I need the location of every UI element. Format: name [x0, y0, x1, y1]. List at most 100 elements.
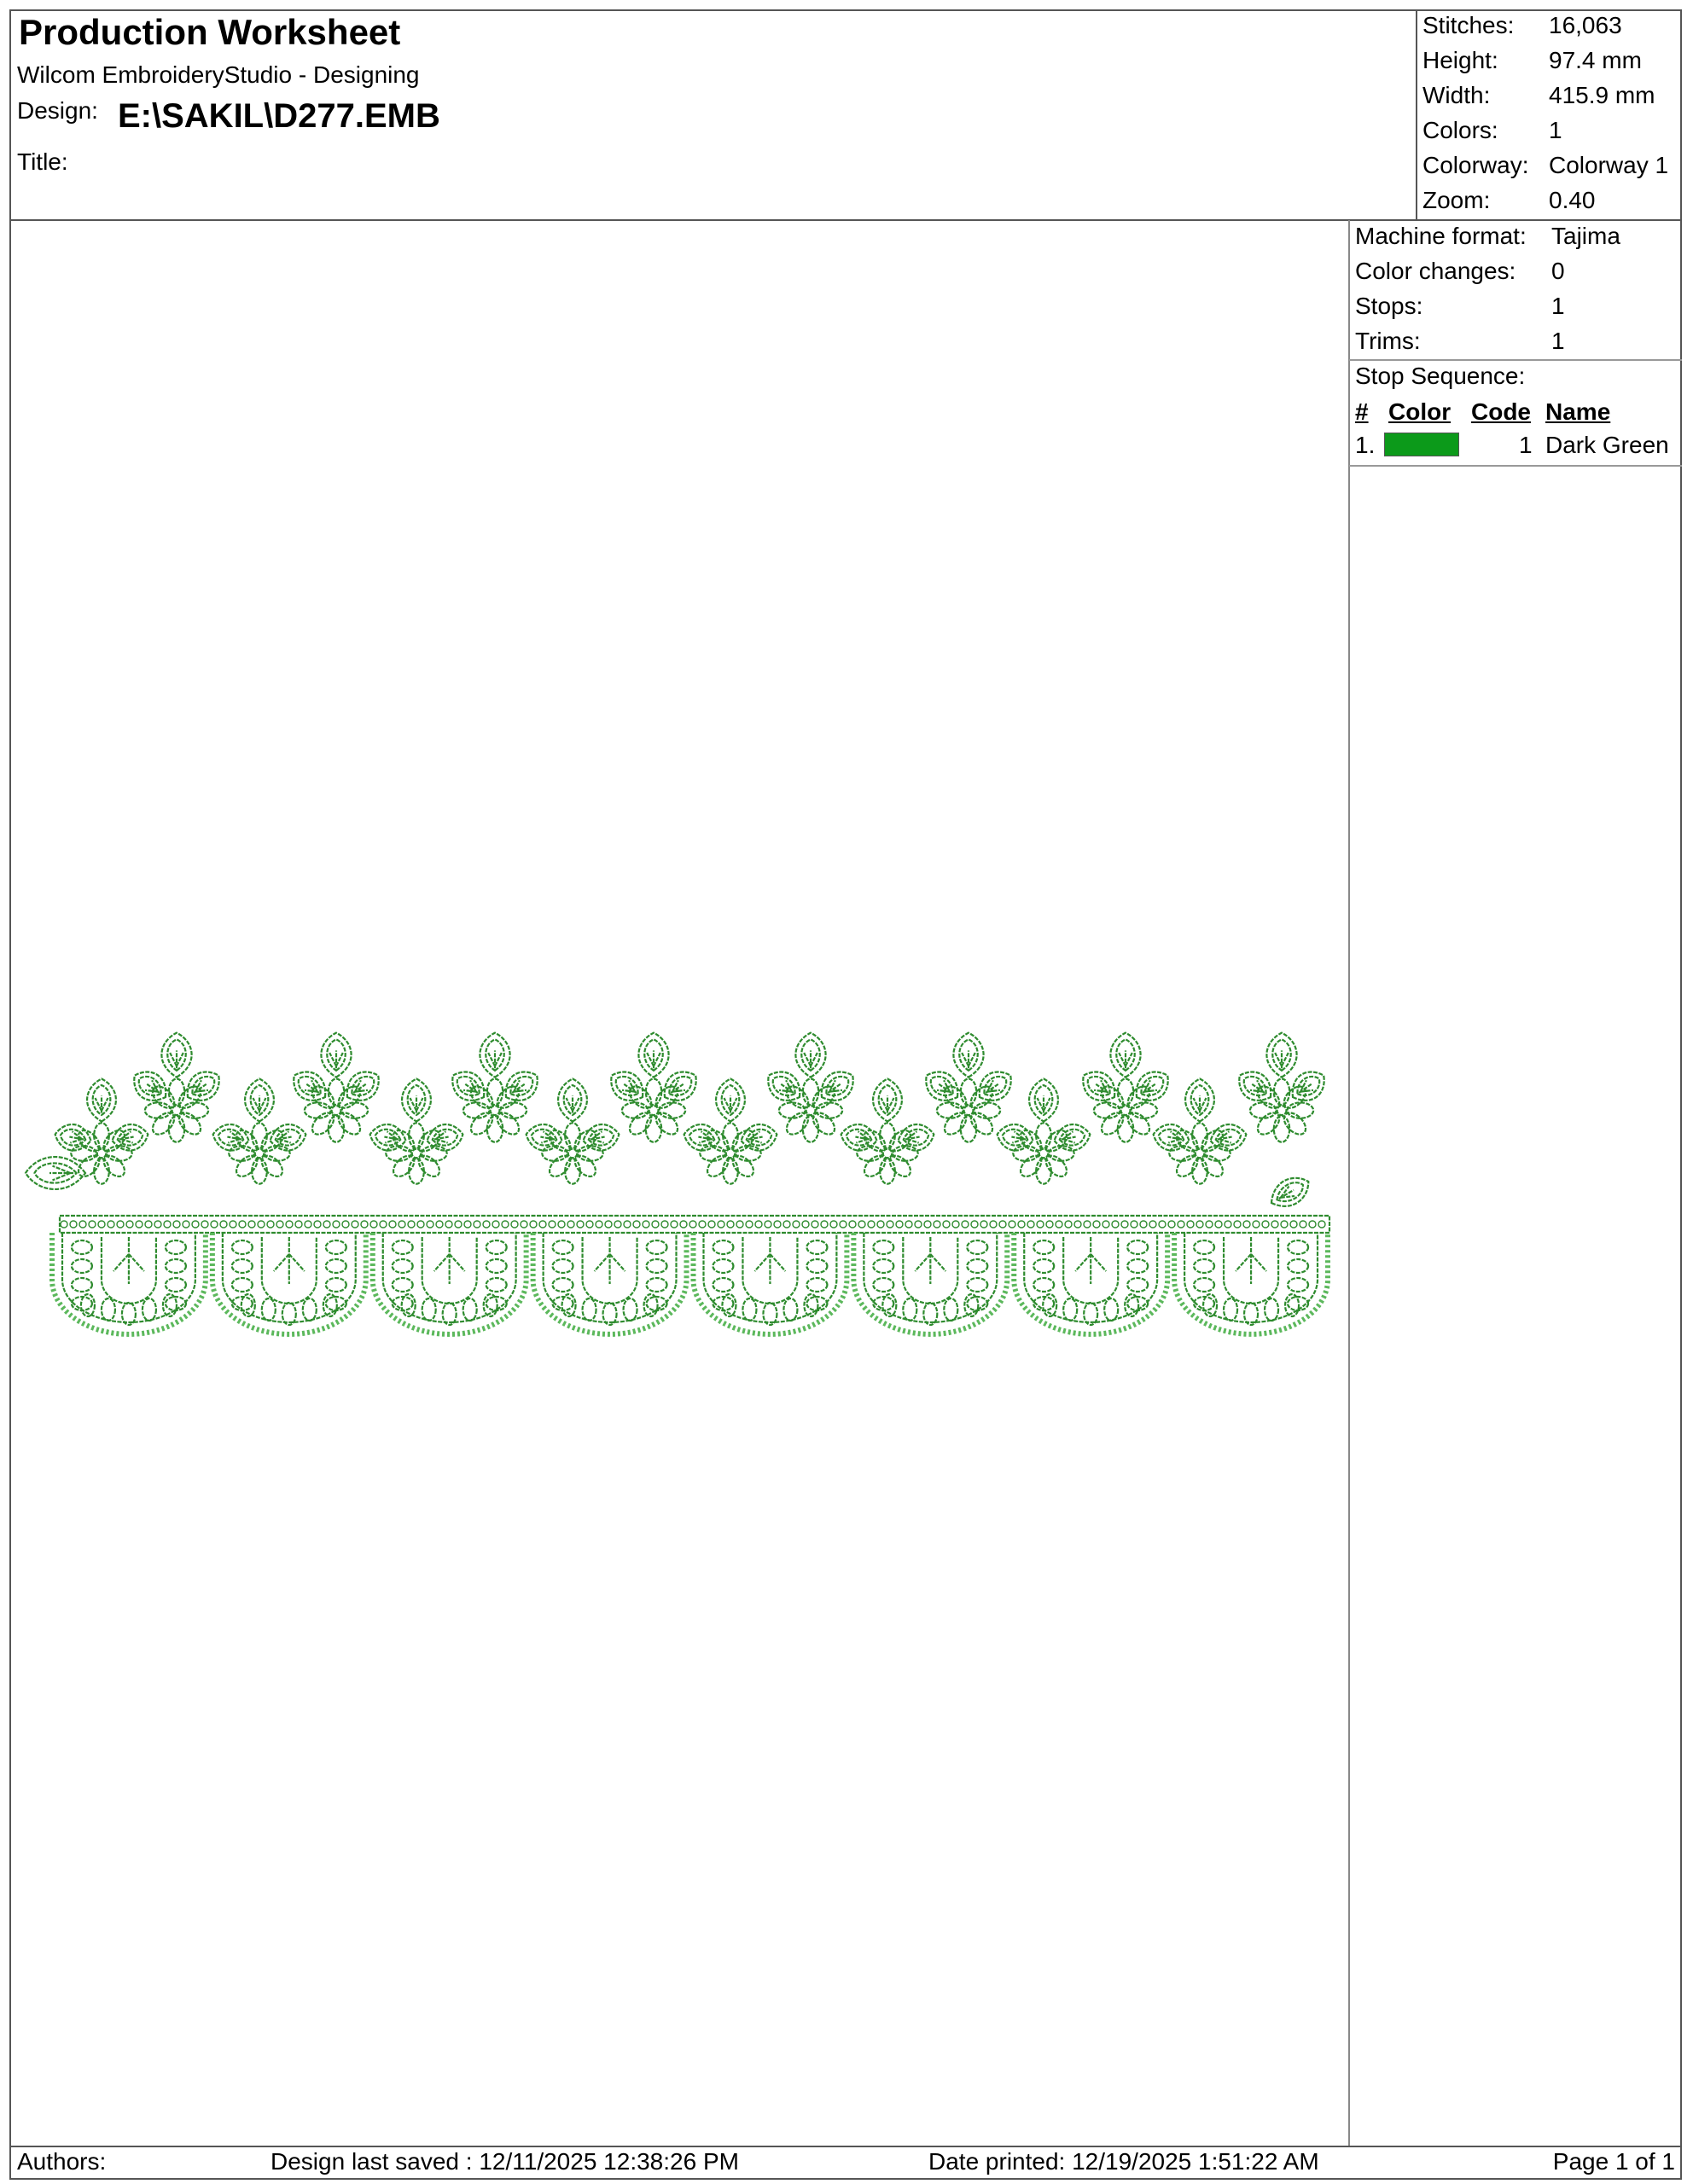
band-bead: [360, 1220, 369, 1228]
band-bead: [585, 1220, 594, 1228]
scallop-edge: [530, 1233, 689, 1337]
side-leaf: [1291, 1071, 1325, 1101]
petal-loop: [1283, 1085, 1307, 1109]
rosette-center: [96, 1147, 108, 1159]
band-bead: [323, 1220, 331, 1228]
side-leaf-inner: [1001, 1128, 1029, 1147]
top-leaf-inner: [1190, 1083, 1210, 1117]
side-leaf: [54, 1123, 92, 1152]
side-leaf-inner: [59, 1128, 87, 1147]
petal-loop: [327, 1115, 346, 1143]
band-bead: [576, 1220, 585, 1228]
petal-loop: [722, 1122, 739, 1149]
side-leaf: [897, 1123, 935, 1152]
stop-sequence-label: Stop Sequence:: [1355, 363, 1526, 389]
petal-loop: [408, 1122, 425, 1149]
scallop-loop: [872, 1258, 895, 1275]
band-bead: [905, 1220, 913, 1228]
petal-loop: [408, 1158, 425, 1185]
band-bead: [144, 1220, 153, 1228]
top-leaf-inner: [720, 1083, 741, 1117]
scallop-loop: [120, 1301, 137, 1327]
top-leaf-inner: [326, 1038, 346, 1072]
scallop-loop: [963, 1292, 980, 1318]
rosette-center: [963, 1105, 974, 1117]
stat-value: 97.4 mm: [1549, 47, 1642, 73]
band-bead: [867, 1220, 876, 1228]
band-bead: [463, 1220, 472, 1228]
petal-loop: [1191, 1158, 1208, 1185]
column-header-number: #: [1355, 398, 1369, 425]
scallop-loop: [806, 1258, 829, 1275]
band-bead: [426, 1220, 434, 1228]
band-bead: [1092, 1220, 1101, 1228]
scallop-loop: [1192, 1276, 1216, 1293]
scallop-stem: [113, 1237, 145, 1284]
scallop-loop: [482, 1292, 498, 1318]
side-leaf-inner: [587, 1128, 615, 1147]
petal-loop: [1116, 1077, 1135, 1107]
scallop-loop: [79, 1292, 96, 1318]
side-leaf-vein: [276, 1130, 292, 1144]
end-leaf-vein: [1278, 1185, 1295, 1199]
band-bead: [97, 1220, 106, 1228]
band-bead: [745, 1220, 753, 1228]
machine-label: Color changes:: [1355, 258, 1516, 284]
band-bead: [1186, 1220, 1195, 1228]
band-bead: [154, 1220, 162, 1228]
side-leaf-vein: [1217, 1130, 1232, 1144]
scallop-loop: [922, 1301, 939, 1327]
side-leaf-vein: [590, 1130, 605, 1144]
band-bead: [341, 1220, 350, 1228]
scallop-loop: [324, 1276, 347, 1293]
end-leaf-vein: [49, 1165, 73, 1182]
column-header-color: Color: [1388, 398, 1452, 425]
scallop-loop: [872, 1276, 895, 1293]
scallop-loop: [1286, 1276, 1310, 1293]
scallop-loop: [966, 1239, 989, 1256]
stat-label: Colorway:: [1422, 152, 1529, 178]
petal-loop: [1283, 1112, 1307, 1136]
scallop-loop: [1126, 1239, 1149, 1256]
scallop-loop: [322, 1292, 338, 1318]
row-name: Dark Green: [1545, 432, 1669, 458]
side-leaf: [996, 1123, 1034, 1152]
rosette-center: [567, 1147, 579, 1159]
petal-loop: [1035, 1122, 1052, 1149]
band-bead: [313, 1220, 322, 1228]
end-leaf: [1270, 1176, 1310, 1207]
scallop-arch: [1062, 1237, 1120, 1305]
scallop-loop: [141, 1297, 158, 1322]
petal-loop: [935, 1101, 964, 1119]
top-leaf: [86, 1077, 117, 1123]
petal-loop: [1092, 1101, 1121, 1119]
scallop-loop: [441, 1301, 457, 1327]
scallop-loop: [391, 1276, 414, 1293]
band-bead: [482, 1220, 491, 1228]
row-number: 1.: [1355, 432, 1376, 458]
petal-loop: [1019, 1154, 1043, 1178]
band-bead: [632, 1220, 641, 1228]
top-leaf-vein: [94, 1095, 109, 1113]
rosette-center: [1038, 1147, 1050, 1159]
scallop-inner: [61, 1233, 196, 1324]
rosette-center: [805, 1105, 817, 1117]
band-bead: [88, 1220, 96, 1228]
top-leaf-vein: [723, 1095, 738, 1113]
scallop-loop: [485, 1295, 508, 1312]
rosette-center: [330, 1105, 342, 1117]
side-leaf-vein: [511, 1079, 527, 1094]
band-bead: [951, 1220, 960, 1228]
band-bead: [1205, 1220, 1213, 1228]
rosette-center: [1194, 1147, 1206, 1159]
petal-loop: [892, 1145, 919, 1162]
band-bead: [604, 1220, 613, 1228]
petal-loop: [1191, 1122, 1208, 1149]
band-bead: [679, 1220, 688, 1228]
scallop-loop: [902, 1297, 918, 1322]
petal-loop: [815, 1101, 844, 1119]
band-bead: [839, 1220, 847, 1228]
band-bead: [1055, 1220, 1063, 1228]
band-bead: [689, 1220, 697, 1228]
petal-loop: [327, 1077, 346, 1107]
